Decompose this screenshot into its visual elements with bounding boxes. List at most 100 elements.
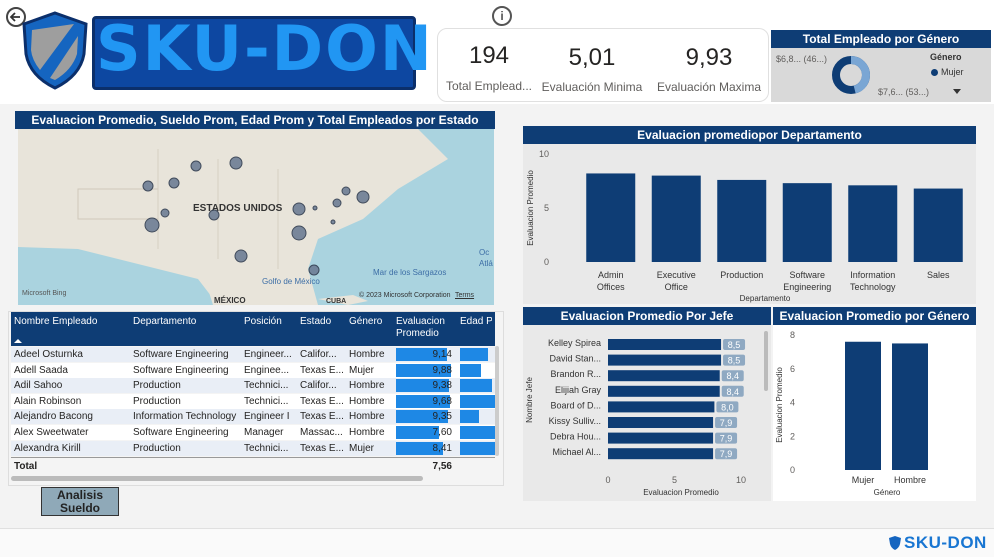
y-tick-label: 0 [790,465,795,475]
map-bubble[interactable] [161,209,169,217]
table-total-value: 7,56 [396,461,452,472]
analisis-sueldo-button[interactable]: Analisis Sueldo [41,487,119,516]
table-cell-pos: Engineer... [244,349,296,360]
gender-bar-chart: 02468Evaluacion PromedioMujer HombreGéner… [773,325,976,501]
footer-shield-icon [888,535,902,551]
table-cell-pos: Technici... [244,396,296,407]
jefe-bar[interactable] [608,386,720,397]
jefe-bar[interactable] [608,401,714,412]
y-tick-label: Elijiah Gray [555,385,602,395]
table-header-6[interactable]: Edad Pr [460,316,492,328]
x-tick-label: 0 [605,475,610,485]
jefe-bar[interactable] [608,355,721,366]
table-header-4[interactable]: Género [349,316,392,328]
table-header-0[interactable]: Nombre Empleado [14,316,129,328]
gender-bar[interactable] [845,342,881,470]
y-axis-label: Evaluacion Promedio [526,170,535,246]
table-cell-dept: Software Engineering [133,349,240,360]
dept-bar-chart: 0510Evaluacion PromedioAdminOfficesExecu… [523,144,976,304]
table-cell-gender: Mujer [349,443,392,454]
table-cell-dept: Production [133,380,240,391]
table-cell-pos: Technici... [244,443,296,454]
map-bubble[interactable] [331,220,335,224]
map-bubble[interactable] [293,203,305,215]
x-axis-label: Género [874,488,901,497]
kpi-max-value: 9,93 [655,44,763,72]
table-cell-dept: Information Technology [133,411,240,422]
map-bubble[interactable] [357,191,369,203]
table-cell-state: Massac... [300,427,345,438]
map-bubble[interactable] [235,250,247,262]
dept-bar[interactable] [717,180,766,262]
map-bubble[interactable] [191,161,201,171]
table-header-2[interactable]: Posición [244,316,296,328]
table-cell-eval: 9,35 [396,411,452,422]
dept-bar[interactable] [652,176,701,262]
jefe-bar[interactable] [608,370,720,381]
sort-ascending-icon[interactable] [14,339,22,343]
map-bubble[interactable] [209,210,219,220]
map-bubble[interactable] [309,265,319,275]
table-cell-state: Texas E... [300,396,345,407]
footer-logo-text: SKU-DON [904,533,987,553]
y-tick-label: 2 [790,431,795,441]
gender-bar[interactable] [892,343,928,470]
map-bubble[interactable] [313,206,317,210]
table-cell-dept: Software Engineering [133,427,240,438]
y-axis-label: Evaluacion Promedio [775,367,784,443]
jefe-bar[interactable] [608,433,713,444]
table-hscrollbar[interactable] [11,476,423,481]
table-cell-eval: 8,41 [396,443,452,454]
table-cell-dept: Production [133,396,240,407]
table-cell-gender: Hombre [349,396,392,407]
table-cell-pos: Engineer I [244,411,296,422]
map-bubble[interactable] [333,199,341,207]
table-cell-state: Califor... [300,380,345,391]
age-databar [460,426,495,439]
legend-dropdown-icon[interactable] [953,89,961,94]
table-header-5[interactable]: Evaluacion Promedio [396,316,456,340]
table-cell-eval: 7,60 [396,427,452,438]
x-axis-label: Departamento [740,294,791,303]
data-label: 8,4 [726,371,739,381]
table-cell-state: Texas E... [300,443,345,454]
jefe-bar[interactable] [608,339,721,350]
table-header-1[interactable]: Departamento [133,316,240,328]
y-tick-label: Kelley Spirea [548,338,601,348]
table-cell-gender: Hombre [349,349,392,360]
x-tick-label: 10 [736,475,746,485]
dept-bar[interactable] [783,183,832,262]
x-tick-label: Offices [597,282,625,292]
dept-bar[interactable] [586,173,635,262]
table-cell-pos: Enginee... [244,365,296,376]
jefe-bar[interactable] [608,448,713,459]
table-cell-gender: Mujer [349,365,392,376]
map-bubble[interactable] [145,218,159,232]
age-databar [460,364,481,377]
map-bubble[interactable] [169,178,179,188]
x-tick-label: Production [720,270,763,280]
map-bubble[interactable] [143,181,153,191]
gender-chart-title: Evaluacion Promedio por Género [773,307,976,325]
table-vscrollbar[interactable] [495,346,499,456]
map-bubble[interactable] [342,187,350,195]
table-cell-gender: Hombre [349,427,392,438]
jefe-scrollbar[interactable] [764,331,768,391]
x-axis-label: Evaluacion Promedio [643,488,719,497]
table-cell-name: Adell Saada [14,365,129,376]
kpi-min-value: 5,01 [538,44,646,72]
info-icon[interactable]: i [492,6,512,26]
table-cell-gender: Hombre [349,411,392,422]
x-tick-label: Office [665,282,688,292]
x-tick-label: Sales [927,270,950,280]
jefe-bar[interactable] [608,417,713,428]
map-bubble[interactable] [292,226,306,240]
table-header-3[interactable]: Estado [300,316,345,328]
footer-band [0,528,994,557]
dept-bar[interactable] [914,189,963,262]
table-cell-state: Texas E... [300,365,345,376]
jefe-chart-title: Evaluacion Promedio Por Jefe [523,307,771,325]
map-bubble[interactable] [230,157,242,169]
age-databar [460,379,492,392]
dept-bar[interactable] [848,185,897,262]
